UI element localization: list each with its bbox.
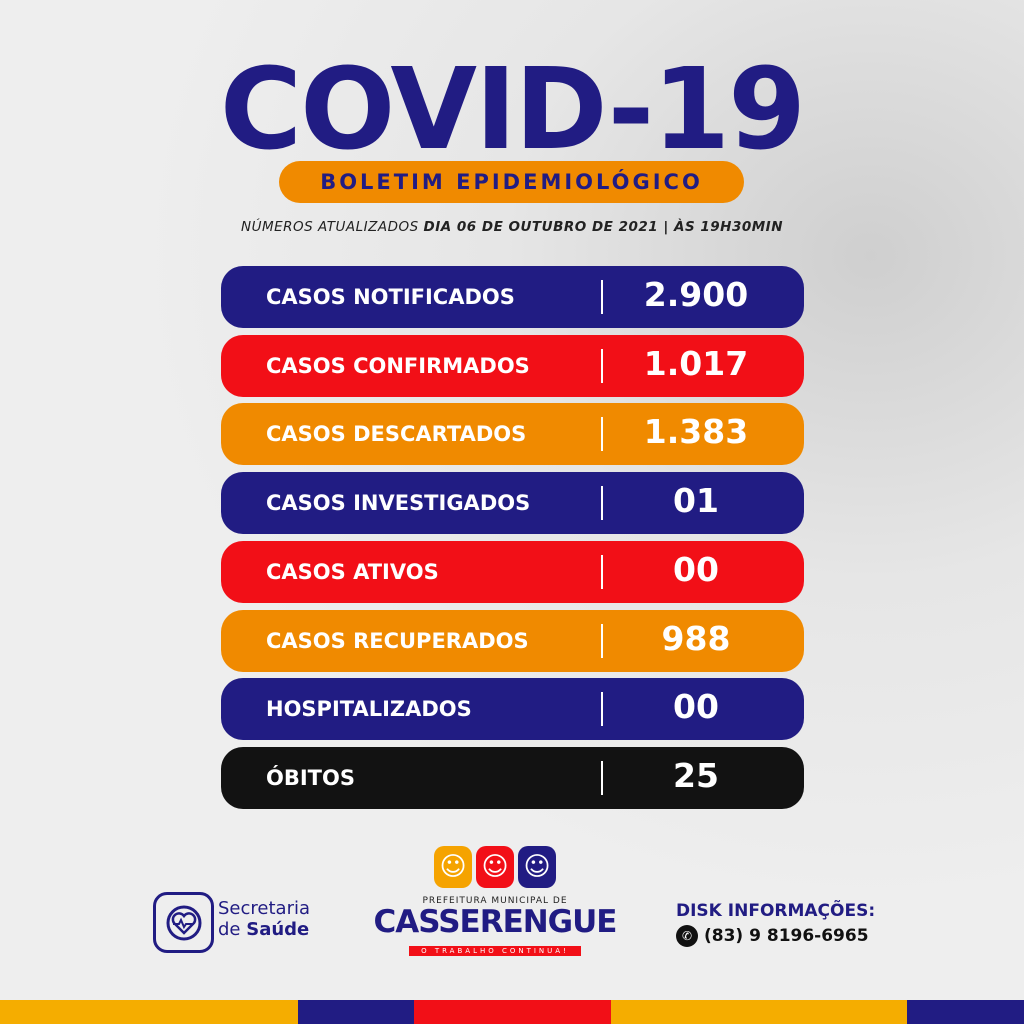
- footer-stripe: [0, 1000, 298, 1024]
- stat-value: 00: [673, 687, 719, 727]
- stat-label: CASOS DESCARTADOS: [266, 422, 527, 447]
- whatsapp-icon: ✆: [676, 925, 698, 947]
- stat-label: ÓBITOS: [266, 765, 355, 790]
- updated-prefix: NÚMEROS ATUALIZADOS: [240, 219, 424, 235]
- stat-value: 25: [673, 755, 719, 795]
- footer-stripe: [907, 1000, 1024, 1024]
- saude-line2-prefix: de: [218, 919, 247, 940]
- contact-info: DISK INFORMAÇÕES: ✆ (83) 9 8196-6965: [676, 901, 875, 947]
- disk-title: DISK INFORMAÇÕES:: [676, 901, 876, 921]
- divider: [601, 486, 603, 521]
- stat-label: CASOS CONFIRMADOS: [266, 353, 530, 378]
- subtitle-text: BOLETIM EPIDEMIOLÓGICO: [320, 170, 703, 194]
- stat-label: HOSPITALIZADOS: [266, 697, 472, 722]
- footer-stripe: [611, 1000, 907, 1024]
- heart-icon: [153, 892, 214, 953]
- divider: [601, 760, 603, 795]
- stat-row: CASOS NOTIFICADOS 2.900: [221, 266, 804, 328]
- divider: [601, 623, 603, 658]
- stat-row: ÓBITOS 25: [221, 746, 804, 809]
- divider: [601, 417, 603, 452]
- pref-small-text: PREFEITURA MUNICIPAL DE: [422, 896, 568, 906]
- subtitle-badge: BOLETIM EPIDEMIOLÓGICO: [279, 161, 744, 203]
- stat-row: HOSPITALIZADOS 00: [221, 678, 804, 741]
- stat-row: CASOS DESCARTADOS 1.383: [221, 403, 804, 466]
- footer-stripe: [298, 1000, 414, 1024]
- stat-value: 988: [661, 618, 731, 658]
- child-icon: ☺: [518, 846, 556, 888]
- stat-value: 00: [673, 549, 719, 589]
- updated-date: DIA 06 DE OUTUBRO DE 2021 | ÀS 19H30MIN: [423, 219, 783, 235]
- kids-icons: ☺ ☺ ☺: [370, 846, 620, 888]
- footer-stripe: [414, 1000, 611, 1024]
- stat-value: 01: [673, 481, 719, 521]
- child-icon: ☺: [476, 846, 514, 888]
- phone-number[interactable]: (83) 9 8196-6965: [704, 926, 869, 946]
- stat-value: 1.383: [643, 412, 749, 452]
- page-title: COVID-19: [219, 45, 806, 175]
- stat-row: CASOS ATIVOS 00: [221, 540, 804, 603]
- saude-line1: Secretaria: [218, 898, 310, 919]
- divider: [601, 554, 603, 589]
- divider: [601, 280, 603, 314]
- pref-slogan: O TRABALHO CONTINUA!: [409, 946, 581, 956]
- stat-value: 1.017: [643, 343, 749, 383]
- saude-line2-bold: Saúde: [246, 919, 310, 940]
- stat-row: CASOS INVESTIGADOS 01: [221, 472, 804, 535]
- stat-row: CASOS RECUPERADOS 988: [221, 609, 804, 672]
- divider: [601, 692, 603, 727]
- child-icon: ☺: [434, 846, 472, 888]
- stat-value: 2.900: [643, 275, 749, 314]
- divider: [601, 348, 603, 383]
- updated-line: NÚMEROS ATUALIZADOS DIA 06 DE OUTUBRO DE…: [0, 219, 1024, 235]
- stat-label: CASOS NOTIFICADOS: [266, 285, 515, 309]
- stat-row: CASOS CONFIRMADOS 1.017: [221, 334, 804, 397]
- stat-label: CASOS RECUPERADOS: [266, 628, 529, 653]
- pref-name: CASSERENGUE: [373, 904, 618, 940]
- stat-label: CASOS INVESTIGADOS: [266, 491, 531, 516]
- stat-label: CASOS ATIVOS: [266, 559, 439, 584]
- prefeitura-logo: ☺ ☺ ☺ PREFEITURA MUNICIPAL DE CASSERENGUE …: [370, 846, 620, 957]
